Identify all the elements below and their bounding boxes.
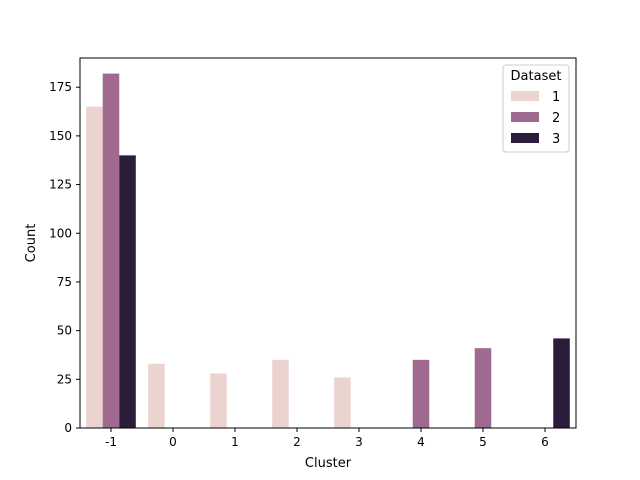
legend-items: 1 2 3 [511, 90, 560, 147]
bar-cluster-5-dataset-2 [474, 348, 492, 428]
legend-title: Dataset [511, 69, 562, 84]
legend-box [502, 64, 570, 153]
bars-group [86, 73, 570, 429]
bar-cluster--1-dataset-3 [119, 155, 136, 428]
legend-swatch-2 [511, 112, 539, 122]
y-axis-ticks: 0 25 50 75 100 125 150 175 [49, 80, 80, 435]
y-tick-label: 125 [49, 178, 72, 192]
bar-cluster-4-dataset-2 [412, 359, 430, 428]
x-tick-label: -1 [105, 435, 117, 449]
x-tick-label: 6 [541, 435, 549, 449]
bar-cluster--1-dataset-2 [102, 73, 120, 428]
x-tick-label: 2 [293, 435, 301, 449]
bar-cluster-2-dataset-1 [272, 359, 289, 428]
legend: Dataset 1 2 3 [502, 64, 570, 153]
y-tick-label: 25 [57, 372, 72, 386]
legend-label-3: 3 [552, 132, 560, 147]
legend-label-1: 1 [552, 90, 560, 105]
legend-label-2: 2 [552, 111, 560, 126]
plot-frame [79, 57, 577, 429]
x-axis-label: Cluster [305, 456, 352, 471]
y-tick-label: 175 [49, 80, 72, 94]
y-axis-label: Count [24, 224, 39, 263]
bar-cluster--1-dataset-1 [86, 106, 103, 429]
bar-cluster-0-dataset-1 [148, 363, 165, 428]
bar-cluster-6-dataset-3 [553, 338, 570, 428]
x-tick-label: 1 [231, 435, 239, 449]
x-tick-label: 5 [479, 435, 487, 449]
y-tick-label: 100 [49, 226, 72, 240]
legend-swatch-3 [511, 133, 539, 143]
x-tick-label: 3 [355, 435, 363, 449]
y-tick-label: 150 [49, 129, 72, 143]
y-tick-label: 75 [57, 275, 72, 289]
x-tick-label: 0 [169, 435, 177, 449]
x-tick-label: 4 [417, 435, 425, 449]
bar-cluster-1-dataset-1 [210, 373, 227, 428]
y-tick-label: 50 [57, 324, 72, 338]
legend-swatch-1 [511, 91, 539, 101]
x-axis-ticks: -1 0 1 2 3 4 5 6 [105, 428, 549, 449]
bar-cluster-3-dataset-1 [334, 377, 351, 428]
y-tick-label: 0 [64, 421, 72, 435]
